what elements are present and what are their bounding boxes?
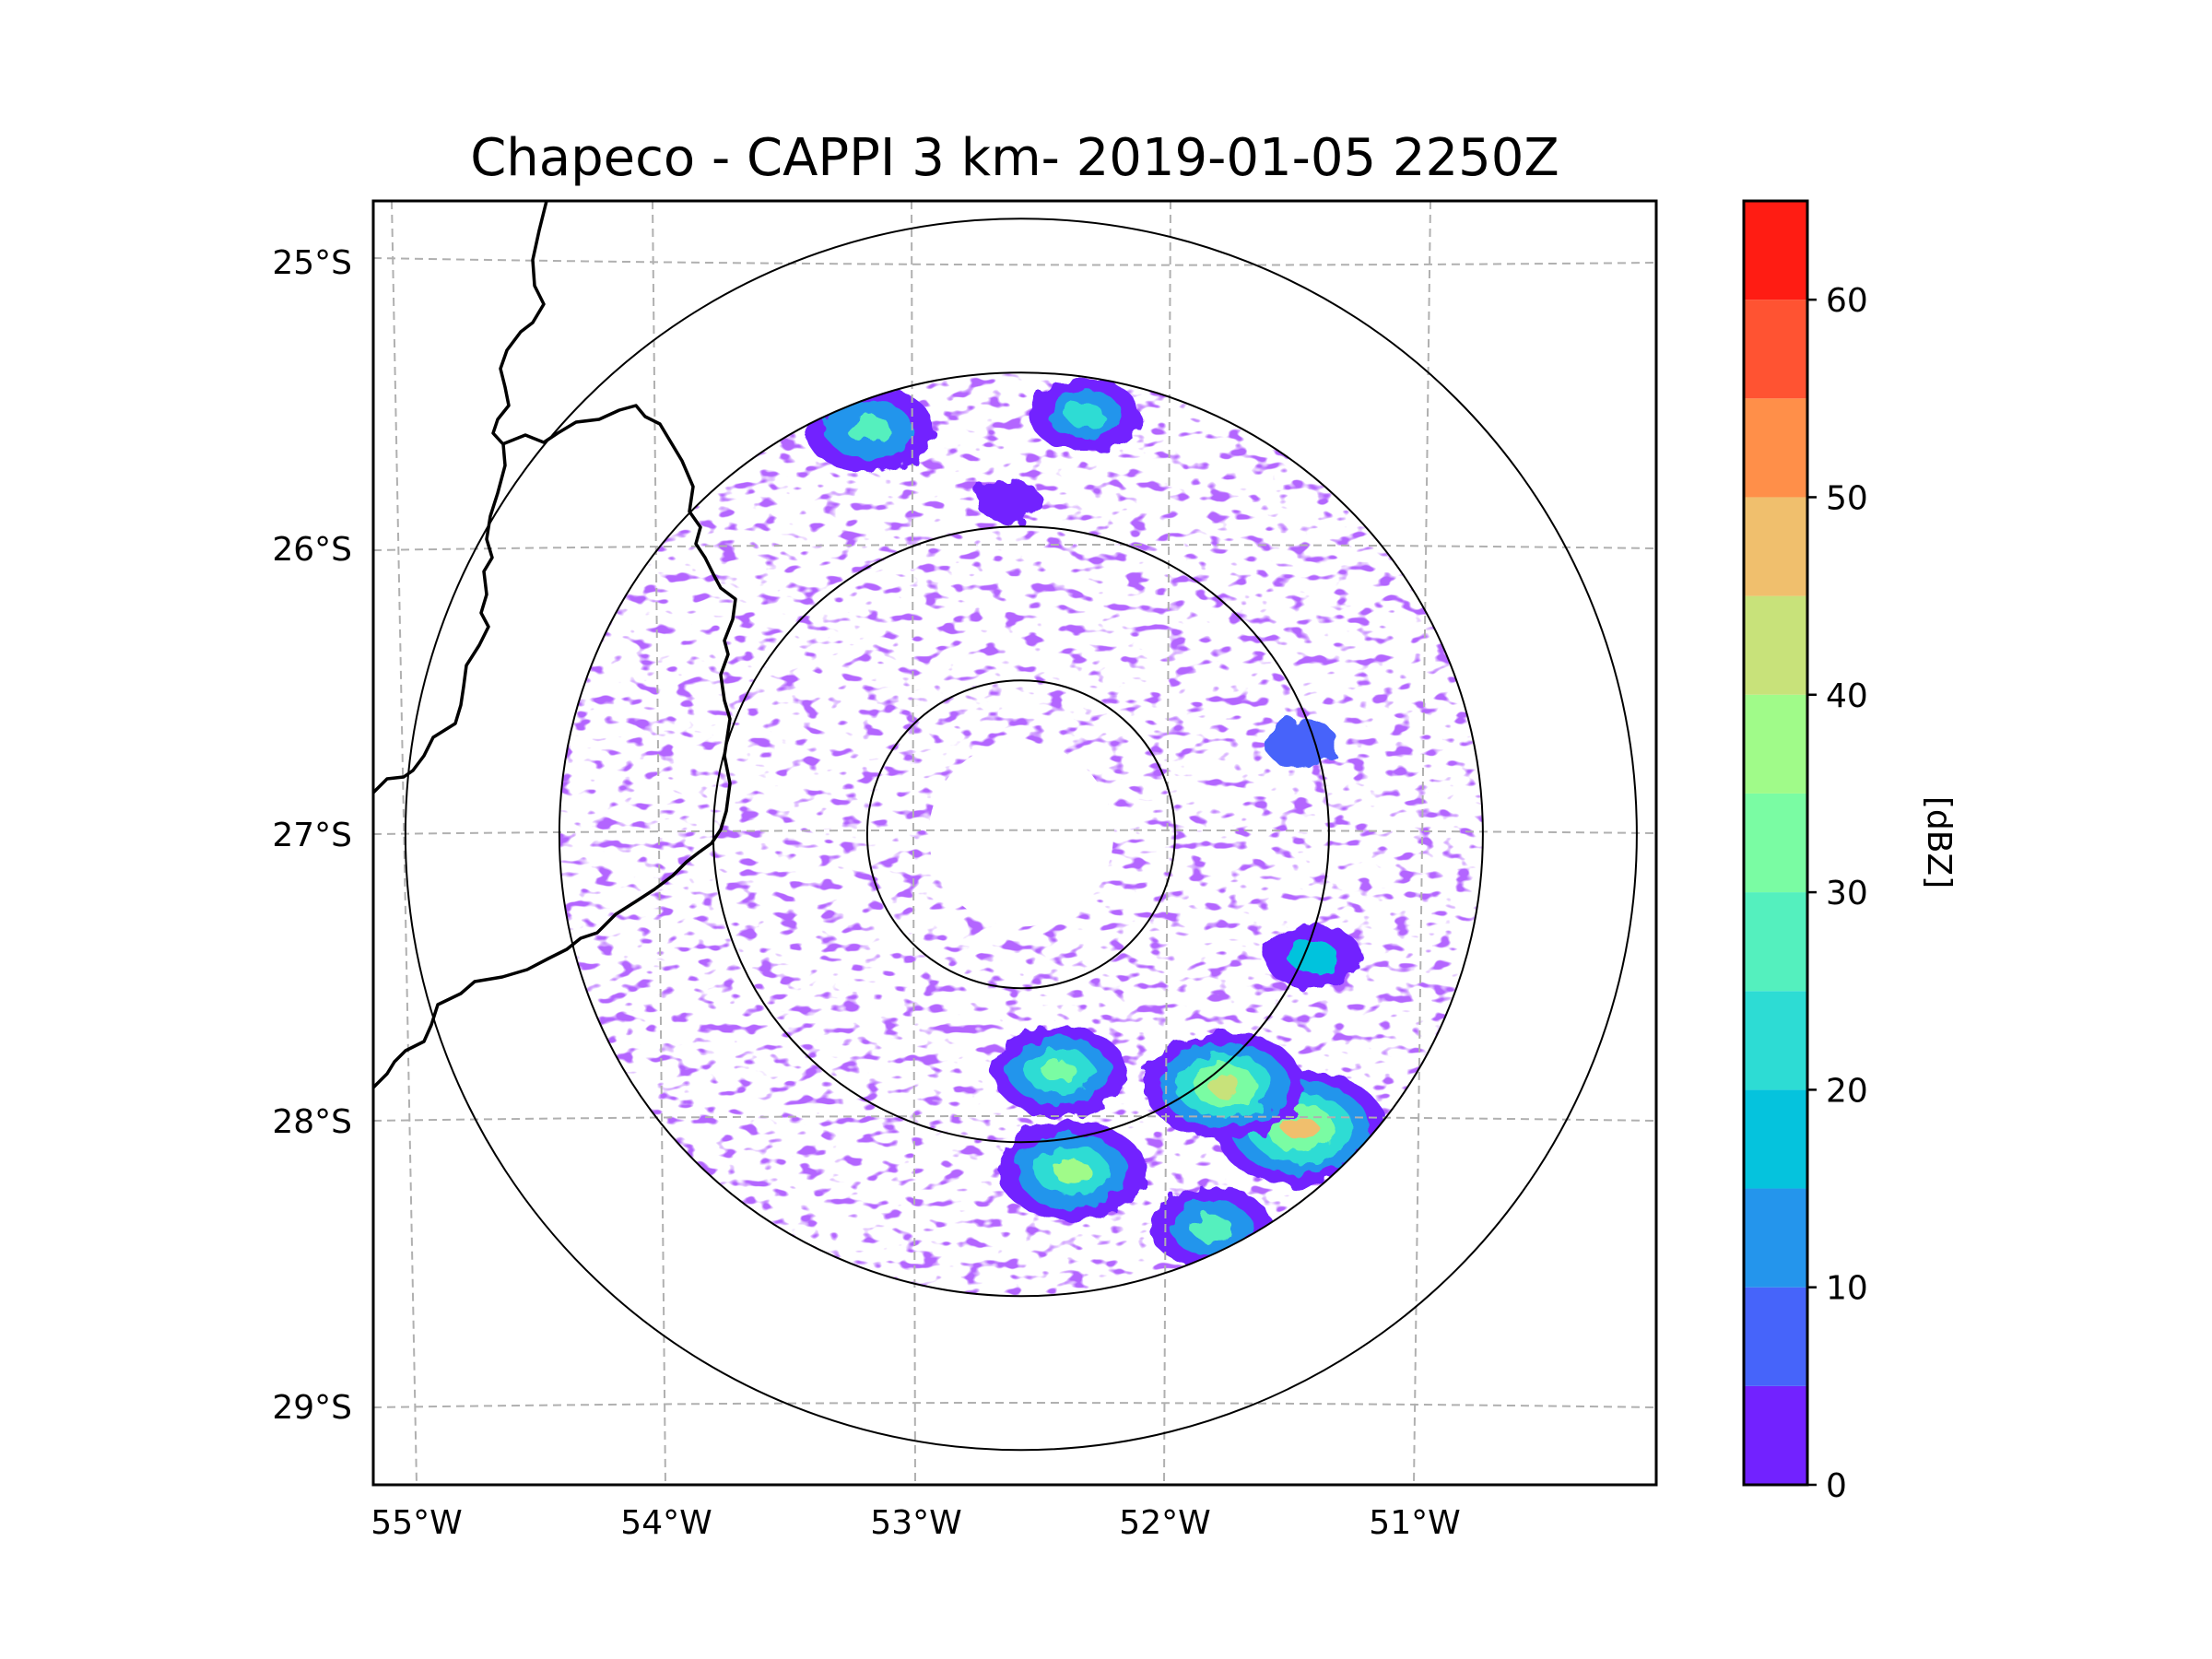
colorbar-segment <box>1744 201 1807 300</box>
colorbar-segment <box>1744 1188 1807 1288</box>
y-tick-label: 28°S <box>272 1103 352 1141</box>
colorbar-tick-label: 50 <box>1826 479 1868 517</box>
border-line-argentina <box>373 404 737 1089</box>
colorbar-segment <box>1744 300 1807 399</box>
gridline-lat-25 <box>373 257 1656 266</box>
chart-title: Chapeco - CAPPI 3 km- 2019-01-05 2250Z <box>470 128 1559 188</box>
echo-contour <box>1288 940 1338 974</box>
colorbar-tick-label: 40 <box>1826 677 1868 715</box>
gridline-lon-52 <box>1163 201 1171 1485</box>
gridline-lat-29 <box>373 1402 1656 1408</box>
colorbar-tick-label: 0 <box>1826 1467 1847 1505</box>
colorbar-segment <box>1744 497 1807 596</box>
range-rings <box>404 218 1638 1452</box>
echo-contour <box>1283 1116 1318 1140</box>
echo-cell <box>997 1121 1147 1220</box>
echo-cell <box>991 1026 1127 1117</box>
echo-contour <box>1191 1214 1232 1242</box>
x-tick-label: 53°W <box>870 1504 961 1542</box>
colorbar-segment <box>1744 1287 1807 1386</box>
colorbar-frame <box>1742 199 1809 1487</box>
colorbar-tick-label: 30 <box>1826 875 1868 912</box>
border-line-west <box>373 201 548 794</box>
colorbar-segment <box>1744 793 1807 893</box>
gridline-lat-26 <box>373 543 1656 551</box>
y-tick-label: 26°S <box>272 531 352 569</box>
colorbar-ticks: 0 10 20 30 40 50 60 <box>1807 282 1868 1505</box>
colorbar-segment <box>1744 892 1807 992</box>
gridline-lon-54 <box>652 201 666 1485</box>
echo-cell <box>1144 1031 1305 1139</box>
x-tick-label: 52°W <box>1119 1504 1210 1542</box>
echo-cell <box>975 478 1041 523</box>
colorbar <box>1744 201 1807 1485</box>
y-tick-labels: 25°S 26°S 27°S 28°S 29°S <box>272 244 352 1427</box>
range-ring-150km <box>558 371 1484 1298</box>
echo-contour <box>1041 1059 1077 1083</box>
map-area <box>373 201 1656 1485</box>
colorbar-segment <box>1744 398 1807 498</box>
colorbar-tick-label: 20 <box>1826 1072 1868 1110</box>
range-ring-200km <box>404 218 1638 1452</box>
gridline-lon-55 <box>391 201 418 1485</box>
echo-contour <box>1208 1075 1241 1097</box>
echo-contour <box>1065 402 1103 428</box>
x-tick-label: 51°W <box>1369 1504 1460 1542</box>
x-tick-label: 55°W <box>371 1504 462 1542</box>
colorbar-segment <box>1744 1385 1807 1485</box>
echo-contour <box>1264 718 1337 768</box>
gridline-lat-28 <box>373 1115 1656 1122</box>
gridline-lon-51 <box>1413 201 1431 1485</box>
echo-contour <box>846 414 891 444</box>
y-tick-label: 29°S <box>272 1389 352 1427</box>
axes-frame <box>371 199 1658 1487</box>
country-borders <box>373 201 737 1089</box>
colorbar-segment <box>1744 595 1807 695</box>
y-tick-label: 25°S <box>272 244 352 282</box>
x-tick-label: 54°W <box>620 1504 712 1542</box>
echo-cell <box>1264 718 1337 768</box>
colorbar-segment <box>1744 1089 1807 1189</box>
echo-contour <box>1053 1159 1091 1183</box>
colorbar-segment <box>1744 991 1807 1090</box>
colorbar-segment <box>1744 694 1807 794</box>
range-ring-50km <box>865 679 1176 990</box>
colorbar-tick-label: 60 <box>1826 282 1868 320</box>
range-ring-100km <box>712 525 1330 1144</box>
gridlines <box>373 201 1656 1485</box>
echo-contour <box>975 478 1041 523</box>
y-tick-label: 27°S <box>272 817 352 854</box>
gridline-lat-27 <box>373 829 1656 835</box>
echo-cell <box>1264 924 1363 990</box>
echo-cell <box>1029 378 1140 453</box>
gridline-lon-53 <box>911 201 916 1485</box>
x-tick-labels: 55°W 54°W 53°W 52°W 51°W <box>371 1504 1460 1542</box>
colorbar-label: [dBZ] <box>1920 796 1958 888</box>
colorbar-tick-label: 10 <box>1826 1270 1868 1308</box>
